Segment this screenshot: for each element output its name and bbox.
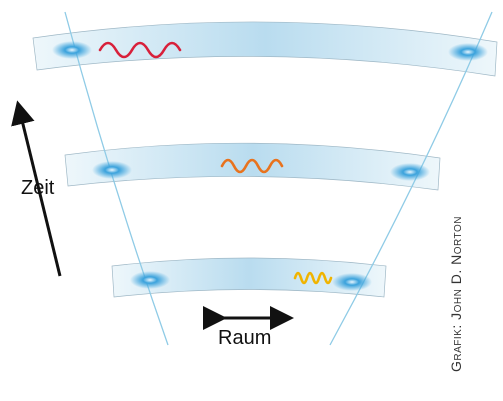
credit: Grafik: John D. Norton — [448, 216, 464, 372]
diagram: Zeit Raum Grafik: John D. Norton — [0, 0, 503, 401]
time-label: Zeit — [21, 177, 55, 199]
space-label: Raum — [218, 327, 271, 349]
bands — [33, 22, 497, 297]
